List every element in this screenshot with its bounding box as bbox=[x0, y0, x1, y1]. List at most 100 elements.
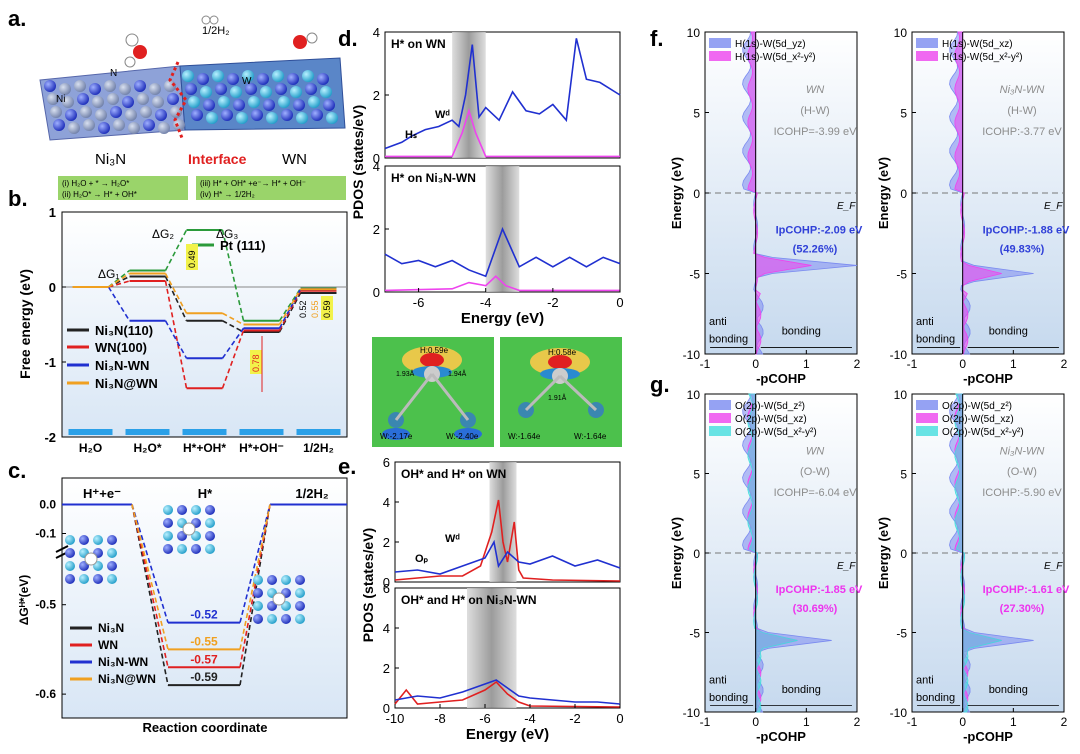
c-structure-0-atom bbox=[107, 548, 117, 558]
pdos-ytick-label-0-0: 0 bbox=[383, 575, 390, 590]
charge-map1-w2: W:-2.40e bbox=[446, 432, 479, 441]
wn-atom-9 bbox=[182, 70, 194, 82]
cohp-xtick-label-0-3: 2 bbox=[854, 357, 861, 371]
panel-e: e. 0 2 4 6 OH* and H* on WN Oₚ Wᵈ 0 2 4 6 OH* and H… bbox=[338, 454, 624, 743]
cohp-curve-1-1 bbox=[954, 31, 1002, 355]
pdos-xlabel: Energy (eV) bbox=[461, 310, 544, 327]
c-legend-label-1: WN bbox=[98, 638, 118, 652]
interface-label: Interface bbox=[188, 151, 247, 167]
cohp-ytick-label-1-4: 10 bbox=[894, 388, 908, 402]
pdos-oh-diagram: 0 2 4 6 OH* and H* on WN Oₚ Wᵈ 0 2 4 6 OH* and H* o… bbox=[360, 455, 624, 743]
ni3n-atom-57 bbox=[53, 119, 65, 131]
pdos-annotation-0-1: Wᵈ bbox=[445, 533, 460, 545]
b-category-3: H*+OH⁻ bbox=[239, 441, 284, 455]
cohp-legend-label-1-2: O(2p)-W(5d_x²-y²) bbox=[942, 427, 1024, 438]
wn-atom-14 bbox=[257, 73, 269, 85]
cohp-xtick-label-1-0: -1 bbox=[907, 715, 918, 729]
b-connector-2-0 bbox=[108, 280, 130, 288]
wn-atom-29 bbox=[200, 86, 212, 98]
b-category-1: H₂O* bbox=[133, 441, 161, 455]
pdos-highlight-0 bbox=[452, 32, 486, 158]
c-xlabel: Reaction coordinate bbox=[143, 720, 268, 735]
c-structure-1-atom bbox=[191, 505, 201, 515]
cohp-legend-label-1-1: O(2p)-W(5d_xz) bbox=[942, 414, 1014, 425]
step-legend-1: (i) H₂O + * → H₂O* bbox=[62, 179, 129, 188]
b-legend-label-4: Ni₃N@WN bbox=[95, 376, 158, 391]
wn-atom-47 bbox=[188, 96, 200, 108]
b-surface-3 bbox=[239, 429, 284, 435]
ni3n-atom-42 bbox=[110, 106, 122, 118]
b-connector-3-0 bbox=[107, 286, 131, 322]
pdos-xtick-label-4: -2 bbox=[569, 711, 581, 726]
c-value-label-1: -0.55 bbox=[190, 634, 218, 648]
cohp-xtick-label-1-1: 0 bbox=[959, 357, 966, 371]
pdos-xtick-label-3: 0 bbox=[616, 295, 623, 310]
c-ylabel: ΔGᴴ*(eV) bbox=[17, 575, 31, 626]
cohp-xtick-label-0-0: -1 bbox=[700, 715, 711, 729]
pdos-ytick-label-1-1: 2 bbox=[373, 222, 380, 237]
pdos-ytick-label-1-3: 6 bbox=[383, 581, 390, 596]
cohp-percent-1: (49.83%) bbox=[1000, 244, 1045, 256]
cohp-legend-swatch-0-0 bbox=[709, 38, 731, 48]
ni3n-atom-0 bbox=[44, 80, 56, 92]
b-category-2: H*+OH* bbox=[183, 441, 226, 455]
c-structure-2-atom bbox=[281, 614, 291, 624]
wn-atom-18 bbox=[317, 73, 329, 85]
b-ann-box-2 bbox=[321, 296, 333, 320]
cohp-ipcohp-1: IpCOHP:-1.88 eV bbox=[983, 224, 1070, 236]
pdos-subtitle-0: OH* and H* on WN bbox=[401, 467, 506, 481]
c-structure-1-atom bbox=[163, 531, 173, 541]
wn-atom-49 bbox=[218, 96, 230, 108]
cohp-ytick-label-1-0: -10 bbox=[890, 706, 908, 720]
ni3n-atom-44 bbox=[140, 106, 152, 118]
b-ann-052: 0.52 bbox=[298, 300, 308, 318]
free-energy-diagram: -2 -1 0 1 Free energy (eV) H₂O H₂O* H*+OH* H*+OH… bbox=[17, 205, 347, 455]
b-ann-078: 0.78 bbox=[251, 354, 261, 372]
wn-atom-69 bbox=[236, 112, 248, 124]
c-structure-2-atom bbox=[281, 575, 291, 585]
cohp-ytick-label-0-0: -10 bbox=[683, 348, 701, 362]
cohp-xtick-label-0-1: 0 bbox=[752, 715, 759, 729]
pdos-ytick-label-1-2: 4 bbox=[373, 159, 380, 174]
pdos-ytick-label-1-2: 4 bbox=[383, 621, 390, 636]
cohp-ylabel-1: Energy (eV) bbox=[876, 517, 891, 589]
c-structure-0-atom bbox=[65, 535, 75, 545]
c-in-connector-0 bbox=[131, 504, 169, 686]
c-structure-1-atom bbox=[177, 505, 187, 515]
c-in-connector-2 bbox=[131, 504, 169, 623]
c-value-label-3: -0.59 bbox=[190, 670, 218, 684]
c-legend-label-3: Ni₃N@WN bbox=[98, 672, 156, 686]
c-cat-0: H⁺+e⁻ bbox=[83, 486, 121, 501]
step-legend-4: (iv) H* → 1/2H₂ bbox=[200, 190, 255, 199]
c-structure-0-atom bbox=[79, 574, 89, 584]
b-connector-2-1 bbox=[164, 280, 188, 389]
pdos-ytick-label-0-2: 4 bbox=[383, 495, 390, 510]
c-structure-1-atom bbox=[205, 544, 215, 554]
n-atom-label: N bbox=[110, 68, 117, 79]
cohp-ytick-label-1-3: 5 bbox=[900, 468, 907, 482]
c-structure-0-h bbox=[84, 552, 98, 566]
c-structure-2-atom bbox=[253, 575, 263, 585]
wn-atom-10 bbox=[197, 73, 209, 85]
cohp-anti-1: anti bbox=[916, 316, 934, 328]
wn-atom-70 bbox=[251, 109, 263, 121]
charge-map1-h: H:0.59e bbox=[420, 346, 449, 355]
c-structure-2-h bbox=[272, 592, 286, 606]
cohp-system-0: WN bbox=[806, 84, 824, 96]
ni3n-atom-39 bbox=[65, 109, 77, 121]
cohp-legend-swatch-1-1 bbox=[916, 413, 938, 423]
b-ylabel: Free energy (eV) bbox=[17, 269, 33, 379]
wn-atom-71 bbox=[266, 112, 278, 124]
c-structure-2-atom bbox=[295, 614, 305, 624]
pdos-ytick-label-1-0: 0 bbox=[383, 701, 390, 716]
interface-marker bbox=[168, 61, 188, 139]
cohp-xlabel-0: -pCOHP bbox=[756, 371, 806, 386]
cohp-ytick-label-1-4: 10 bbox=[894, 26, 908, 40]
c-structure-1-atom bbox=[163, 505, 173, 515]
cohp-ipcohp-1: IpCOHP:-1.61 eV bbox=[983, 584, 1070, 596]
panel-label-g: g. bbox=[650, 372, 670, 397]
wn-atom-28 bbox=[185, 83, 197, 95]
b-dg3: ΔG₃ bbox=[216, 227, 238, 241]
pdos-series-1-h bbox=[384, 275, 620, 292]
pdos-xtick-label-1: -4 bbox=[480, 295, 492, 310]
